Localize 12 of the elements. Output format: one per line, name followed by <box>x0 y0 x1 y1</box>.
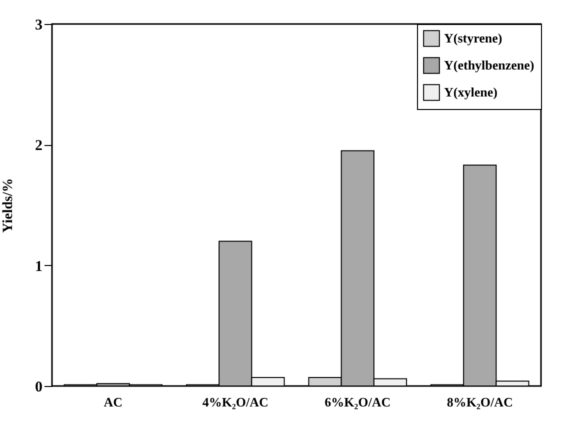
y-tick-label: 1 <box>35 258 42 275</box>
legend-label: Y(xylene) <box>444 84 498 100</box>
y-axis-title: Yields/% <box>1 178 16 233</box>
x-tick-label: AC <box>104 394 123 410</box>
legend-label: Y(styrene) <box>444 30 502 46</box>
legend-label: Y(ethylbenzene) <box>444 58 534 72</box>
y-tick-label: 0 <box>35 380 42 396</box>
x-tick-label: 4%K₂O/AC <box>202 394 268 410</box>
y-tick-label: 3 <box>35 18 42 34</box>
x-tick-label: 6%K₂O/AC <box>324 394 391 410</box>
x-tick-label: 8%K₂O/AC <box>446 394 513 410</box>
y-tick-label: 2 <box>35 138 42 154</box>
